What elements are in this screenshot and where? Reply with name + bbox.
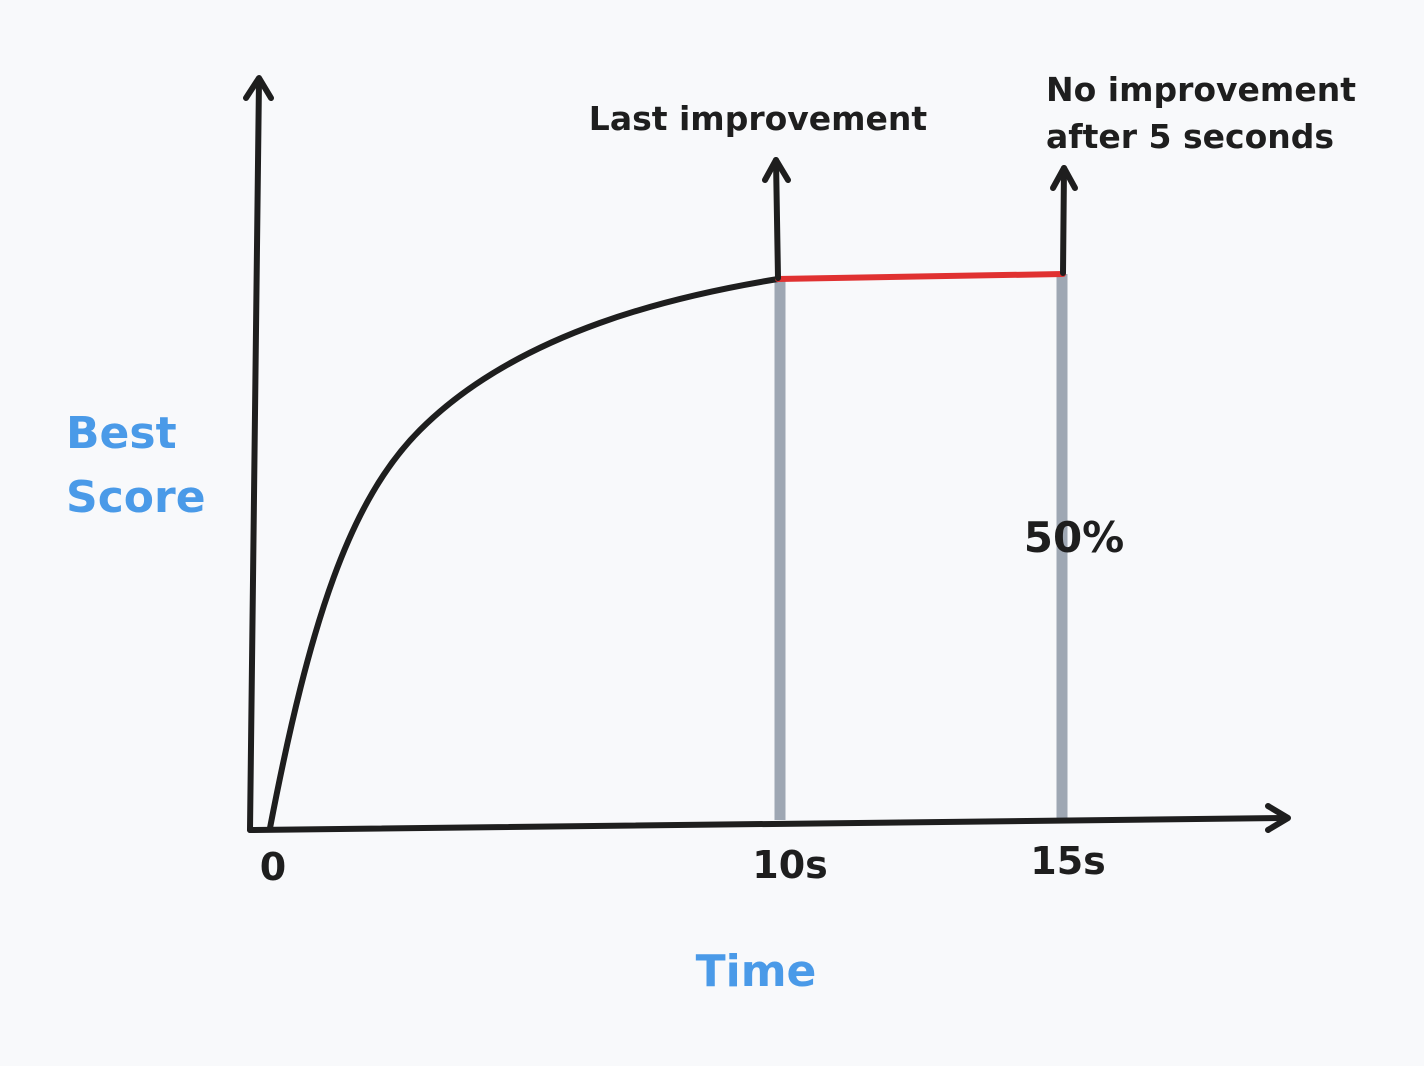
x-axis (247, 803, 1291, 833)
no-improvement-label-line2: after 5 seconds (1046, 117, 1334, 156)
no-improvement-arrow (1050, 165, 1078, 276)
no-improvement-label-line1: No improvement (1046, 70, 1356, 109)
tick-label-10s: 10s (752, 843, 828, 887)
last-improvement-label: Last improvement (589, 99, 928, 138)
plateau-line (775, 271, 1066, 282)
percent-label: 50% (1024, 513, 1125, 562)
last-improvement-arrow (762, 157, 791, 281)
tick-label-15s: 15s (1030, 839, 1106, 883)
y-axis-label-score: Score (66, 472, 206, 523)
score-curve (267, 276, 781, 831)
x-axis-label: Time (696, 946, 817, 997)
tick-label-0: 0 (260, 845, 286, 889)
y-axis-label-best: Best (66, 408, 177, 459)
y-axis (243, 75, 274, 833)
